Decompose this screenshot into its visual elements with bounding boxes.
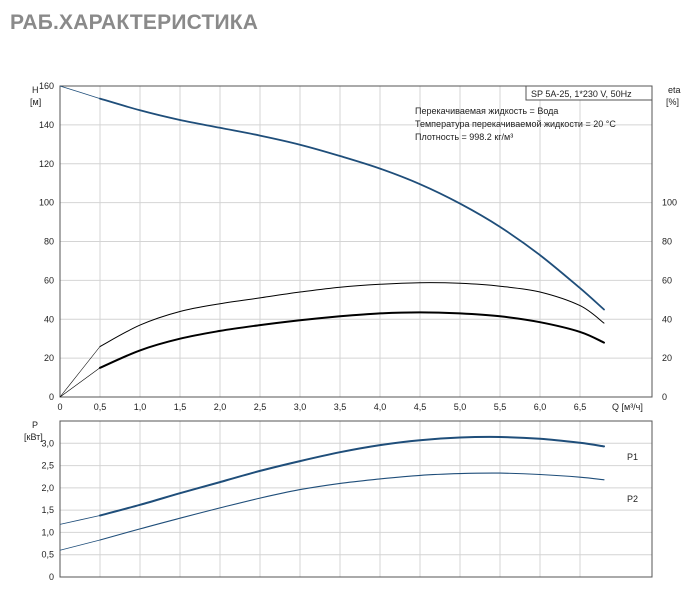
y-axis-unit-left: [м] <box>30 97 41 107</box>
power-grid <box>60 421 652 577</box>
legend-p1: P1 <box>627 452 638 462</box>
y-tick-label-right: 20 <box>662 353 672 363</box>
x-axis-label: Q [м³/ч] <box>612 402 643 412</box>
power-curve-p2-extrapolated <box>59 539 101 551</box>
power-curve-p1-extrapolated <box>59 515 101 525</box>
head-grid <box>60 85 652 397</box>
efficiency-curve-2-extrapolated <box>59 367 101 398</box>
y-tick-label-left: 80 <box>44 237 54 247</box>
x-tick-label: 5,5 <box>494 402 507 412</box>
page-title: РАБ.ХАРАКТЕРИСТИКА <box>10 11 259 34</box>
head-curve <box>99 97 605 311</box>
note-temperature: Температура перекачиваемой жидкости = 20… <box>415 119 616 129</box>
efficiency-curve-extrapolated <box>59 346 101 398</box>
y-tick-label-right: 0 <box>662 392 667 402</box>
x-tick-label: 4,5 <box>414 402 427 412</box>
head-curves <box>59 85 605 398</box>
x-tick-label: 3,0 <box>294 402 307 412</box>
y-tick-label-right: 80 <box>662 237 672 247</box>
y-tick-label-right: 60 <box>662 275 672 285</box>
power-y-tick-label: 2,0 <box>41 483 54 493</box>
y-tick-label-right: 40 <box>662 314 672 324</box>
y-tick-label-left: 60 <box>44 275 54 285</box>
x-tick-label: 6,5 <box>574 402 587 412</box>
power-y-tick-label: 2,5 <box>41 461 54 471</box>
x-tick-label: 2,5 <box>254 402 267 412</box>
power-y-tick-label: 1,0 <box>41 527 54 537</box>
x-tick-label: 1,5 <box>174 402 187 412</box>
power-plot-frame <box>59 420 653 578</box>
x-tick-label: 1,0 <box>134 402 147 412</box>
power-tick-labels: 0 0,5 1,0 1,5 2,0 2,5 3,0 <box>41 438 54 582</box>
y-tick-label-left: 140 <box>39 120 54 130</box>
note-liquid: Перекачиваемая жидкость = Вода <box>415 106 558 116</box>
y-axis-label-right: eta <box>668 85 681 95</box>
power-y-tick-label: 0,5 <box>41 550 54 560</box>
x-tick-label: 3,5 <box>334 402 347 412</box>
head-curve-extrapolated <box>59 85 101 99</box>
x-tick-label: 0 <box>57 402 62 412</box>
y-tick-label-left: 40 <box>44 314 54 324</box>
head-tick-labels: 0 0,5 1,0 1,5 2,0 2,5 3,0 3,5 4,0 4,5 5,0 5,5 6,0 6,5… <box>39 81 677 412</box>
info-box <box>525 85 653 101</box>
y-axis-label-left: H <box>32 85 39 95</box>
power-curves <box>59 435 605 551</box>
efficiency-curve <box>99 282 605 347</box>
y-tick-label-left: 0 <box>49 392 54 402</box>
legend-p2: P2 <box>627 494 638 504</box>
head-plot-frame <box>59 85 653 398</box>
y-tick-label-left: 120 <box>39 159 54 169</box>
y-tick-label-left: 100 <box>39 198 54 208</box>
x-tick-label: 6,0 <box>534 402 547 412</box>
power-curve-p2 <box>99 472 605 541</box>
x-tick-label: 2,0 <box>214 402 227 412</box>
power-y-tick-label: 3,0 <box>41 438 54 448</box>
power-y-tick-label: 1,5 <box>41 505 54 515</box>
note-density: Плотность = 998.2 кг/м³ <box>415 132 513 142</box>
y-axis-unit-right: [%] <box>666 97 679 107</box>
info-box-text: SP 5A-25, 1*230 V, 50Hz <box>531 89 632 99</box>
efficiency-curve-2 <box>99 311 605 369</box>
power-curve-p1 <box>99 435 605 517</box>
y-tick-label-left: 20 <box>44 353 54 363</box>
power-y-axis-label: P <box>32 420 38 430</box>
y-tick-label-right: 100 <box>662 198 677 208</box>
y-tick-label-left: 160 <box>39 81 54 91</box>
power-y-axis-unit: [кВт] <box>24 432 43 442</box>
x-tick-label: 5,0 <box>454 402 467 412</box>
x-tick-label: 0,5 <box>94 402 107 412</box>
power-y-tick-label: 0 <box>49 572 54 582</box>
x-tick-label: 4,0 <box>374 402 387 412</box>
